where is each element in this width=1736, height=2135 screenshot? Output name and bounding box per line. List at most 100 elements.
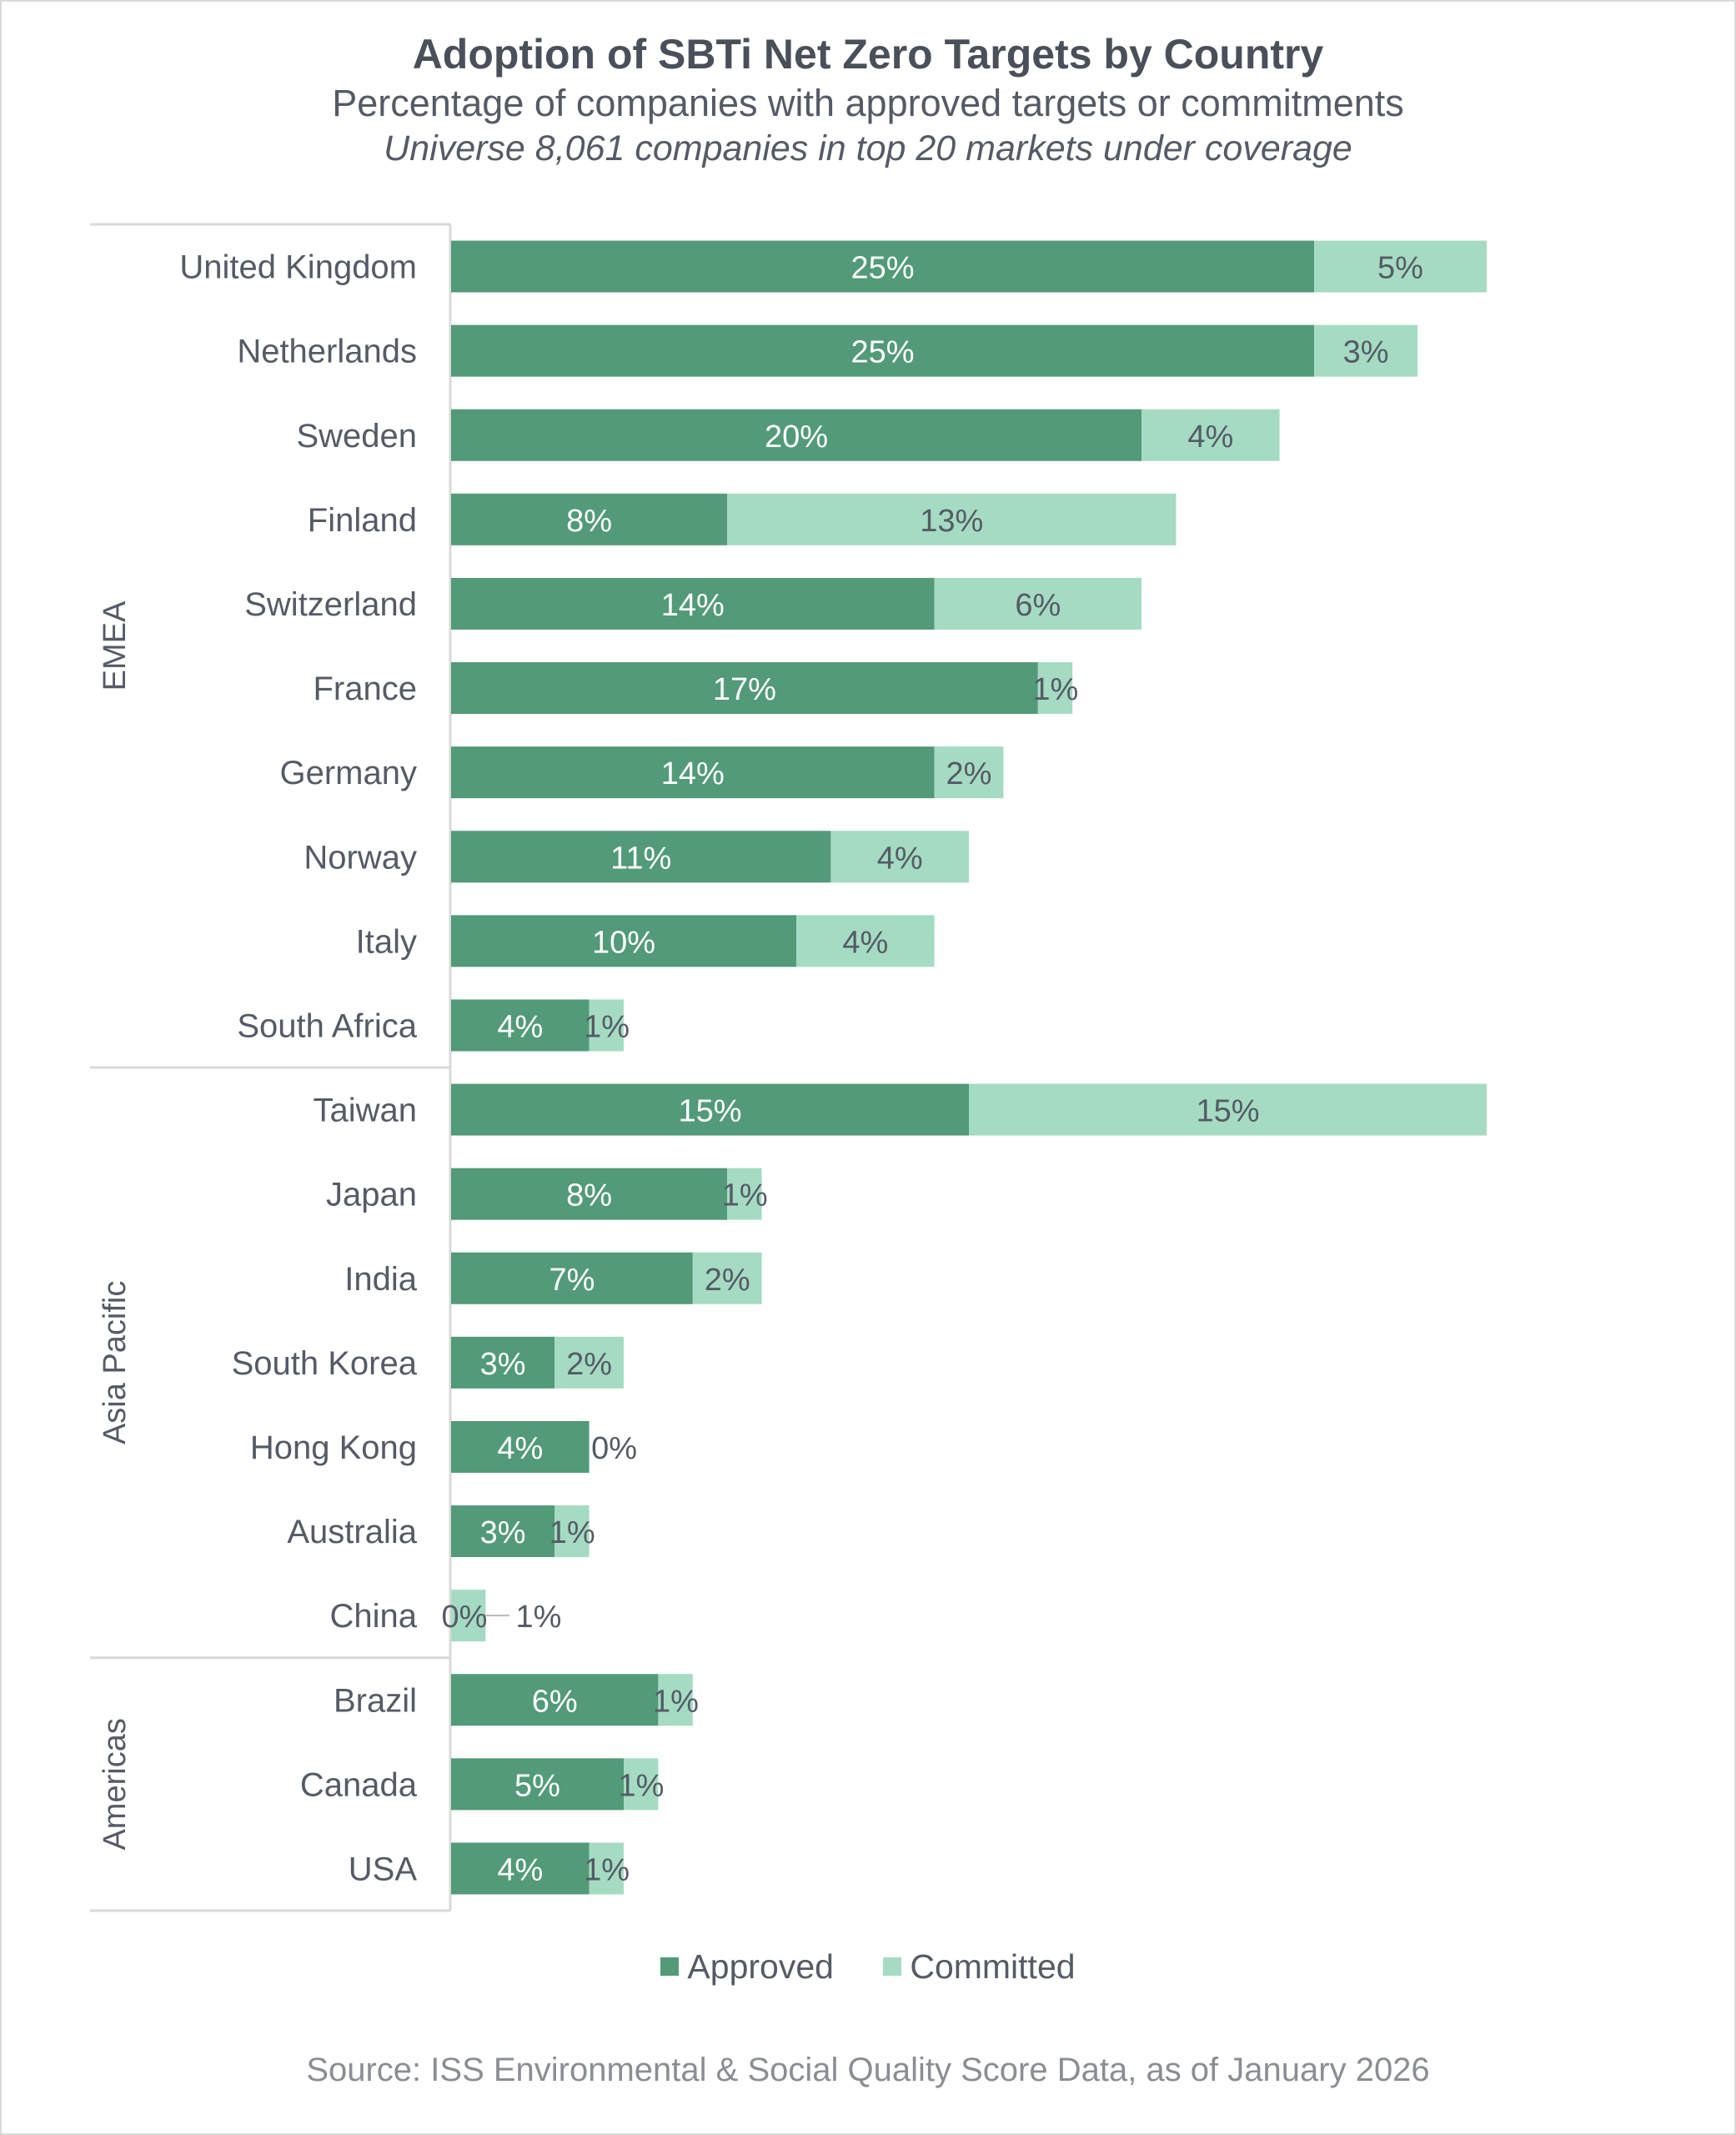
bar-approved-germany xyxy=(451,746,935,799)
legend-label-approved: Approved xyxy=(687,1947,834,1986)
category-label-brazil: Brazil xyxy=(334,1682,417,1719)
bar-approved-south-africa xyxy=(451,999,590,1052)
data-label-committed-finland: 13% xyxy=(920,504,983,539)
bar-approved-brazil xyxy=(451,1674,659,1726)
data-label-committed-canada: 1% xyxy=(619,1768,665,1803)
data-label-committed-netherlands: 3% xyxy=(1343,335,1389,370)
bar-committed-netherlands xyxy=(1314,324,1418,377)
bar-committed-sweden xyxy=(1141,409,1280,461)
category-label-china: China xyxy=(329,1598,417,1635)
category-label-usa: USA xyxy=(349,1851,418,1887)
data-label-approved-usa: 4% xyxy=(497,1852,543,1887)
bar-committed-usa xyxy=(589,1842,624,1895)
data-label-committed-taiwan: 15% xyxy=(1196,1094,1259,1129)
data-label-approved-brazil: 6% xyxy=(532,1684,578,1719)
data-label-committed-brazil: 1% xyxy=(653,1684,699,1719)
bar-approved-finland xyxy=(451,493,728,545)
data-label-committed-france: 1% xyxy=(1032,672,1078,707)
data-label-committed-hong-kong: 0% xyxy=(591,1431,637,1466)
category-label-hong-kong: Hong Kong xyxy=(250,1429,417,1466)
data-label-committed-switzerland: 6% xyxy=(1015,588,1061,623)
bar-committed-brazil xyxy=(658,1674,693,1726)
data-label-approved-italy: 10% xyxy=(592,925,655,960)
data-label-committed-china: 1% xyxy=(516,1600,562,1635)
bar-committed-switzerland xyxy=(934,577,1141,630)
data-label-committed-australia: 1% xyxy=(549,1515,595,1550)
data-label-committed-norway: 4% xyxy=(877,841,923,876)
data-label-approved-germany: 14% xyxy=(661,756,725,791)
data-label-approved-south-africa: 4% xyxy=(497,1009,543,1044)
data-label-approved-india: 7% xyxy=(549,1263,595,1298)
bar-approved-united-kingdom xyxy=(451,240,1314,293)
bar-approved-south-korea xyxy=(451,1336,555,1389)
bar-committed-france xyxy=(1037,662,1073,715)
data-label-approved-france: 17% xyxy=(713,672,776,707)
data-label-approved-south-korea: 3% xyxy=(480,1347,526,1382)
legend-label-committed: Committed xyxy=(910,1947,1076,1986)
category-label-taiwan: Taiwan xyxy=(313,1093,417,1129)
bar-approved-japan xyxy=(451,1168,728,1220)
chart-subtitle: Percentage of companies with approved ta… xyxy=(332,82,1404,124)
group-label-emea: EMEA xyxy=(98,600,133,691)
category-label-italy: Italy xyxy=(356,923,417,960)
bar-approved-sweden xyxy=(451,409,1141,461)
category-label-germany: Germany xyxy=(280,755,418,791)
bar-committed-japan xyxy=(727,1168,762,1220)
bar-committed-canada xyxy=(624,1758,659,1811)
data-label-approved-united-kingdom: 25% xyxy=(850,251,914,286)
data-label-approved-hong-kong: 4% xyxy=(497,1431,543,1466)
bar-committed-norway xyxy=(830,831,969,883)
data-label-approved-taiwan: 15% xyxy=(678,1094,741,1129)
bar-approved-canada xyxy=(451,1758,624,1811)
group-label-americas: Americas xyxy=(98,1718,133,1850)
chart-title: Adoption of SBTi Net Zero Targets by Cou… xyxy=(412,31,1324,78)
data-label-committed-india: 2% xyxy=(705,1263,750,1298)
bar-committed-italy xyxy=(796,915,935,967)
bar-committed-india xyxy=(692,1252,762,1304)
bar-approved-australia xyxy=(451,1505,555,1558)
category-label-sweden: Sweden xyxy=(296,418,417,455)
legend-item-committed: Committed xyxy=(883,1947,1076,1987)
bar-approved-france xyxy=(451,662,1038,715)
data-label-approved-switzerland: 14% xyxy=(661,588,725,623)
bar-approved-switzerland xyxy=(451,577,935,630)
bar-approved-india xyxy=(451,1252,693,1304)
category-label-japan: Japan xyxy=(326,1177,417,1213)
category-label-south-korea: South Korea xyxy=(232,1345,418,1382)
category-label-finland: Finland xyxy=(308,502,417,539)
data-label-committed-italy: 4% xyxy=(842,925,888,960)
category-label-canada: Canada xyxy=(300,1766,418,1803)
data-label-approved-finland: 8% xyxy=(566,504,612,539)
category-label-france: France xyxy=(314,671,418,707)
bar-approved-italy xyxy=(451,915,796,967)
data-label-committed-sweden: 4% xyxy=(1187,419,1233,455)
category-label-india: India xyxy=(344,1261,417,1298)
legend: Approved Committed xyxy=(0,1945,1736,1987)
bar-committed-australia xyxy=(554,1505,590,1558)
category-label-south-africa: South Africa xyxy=(237,1007,417,1044)
category-label-united-kingdom: United Kingdom xyxy=(179,249,417,286)
bar-committed-south-africa xyxy=(589,999,624,1052)
legend-item-approved: Approved xyxy=(660,1947,834,1987)
bar-committed-taiwan xyxy=(969,1083,1487,1136)
category-label-norway: Norway xyxy=(304,839,417,876)
data-label-approved-australia: 3% xyxy=(480,1515,526,1550)
bar-approved-norway xyxy=(451,831,831,883)
bar-approved-netherlands xyxy=(451,324,1314,377)
bar-committed-germany xyxy=(934,746,1004,799)
bar-approved-usa xyxy=(451,1842,590,1895)
data-label-committed-germany: 2% xyxy=(946,756,992,791)
source-note: Source: ISS Environmental & Social Quali… xyxy=(306,2052,1430,2088)
data-label-committed-japan: 1% xyxy=(722,1178,768,1213)
data-label-approved-china: 0% xyxy=(442,1600,488,1635)
bar-approved-taiwan xyxy=(451,1083,969,1136)
chart-note: Universe 8,061 companies in top 20 marke… xyxy=(384,128,1352,168)
data-label-approved-japan: 8% xyxy=(566,1178,612,1213)
data-label-approved-norway: 11% xyxy=(610,841,671,876)
data-label-committed-south-korea: 2% xyxy=(566,1347,612,1382)
data-label-committed-south-africa: 1% xyxy=(584,1009,630,1044)
data-label-committed-united-kingdom: 5% xyxy=(1377,251,1423,286)
data-label-committed-usa: 1% xyxy=(584,1852,630,1887)
bar-approved-hong-kong xyxy=(451,1420,590,1473)
bar-committed-south-korea xyxy=(554,1336,624,1389)
